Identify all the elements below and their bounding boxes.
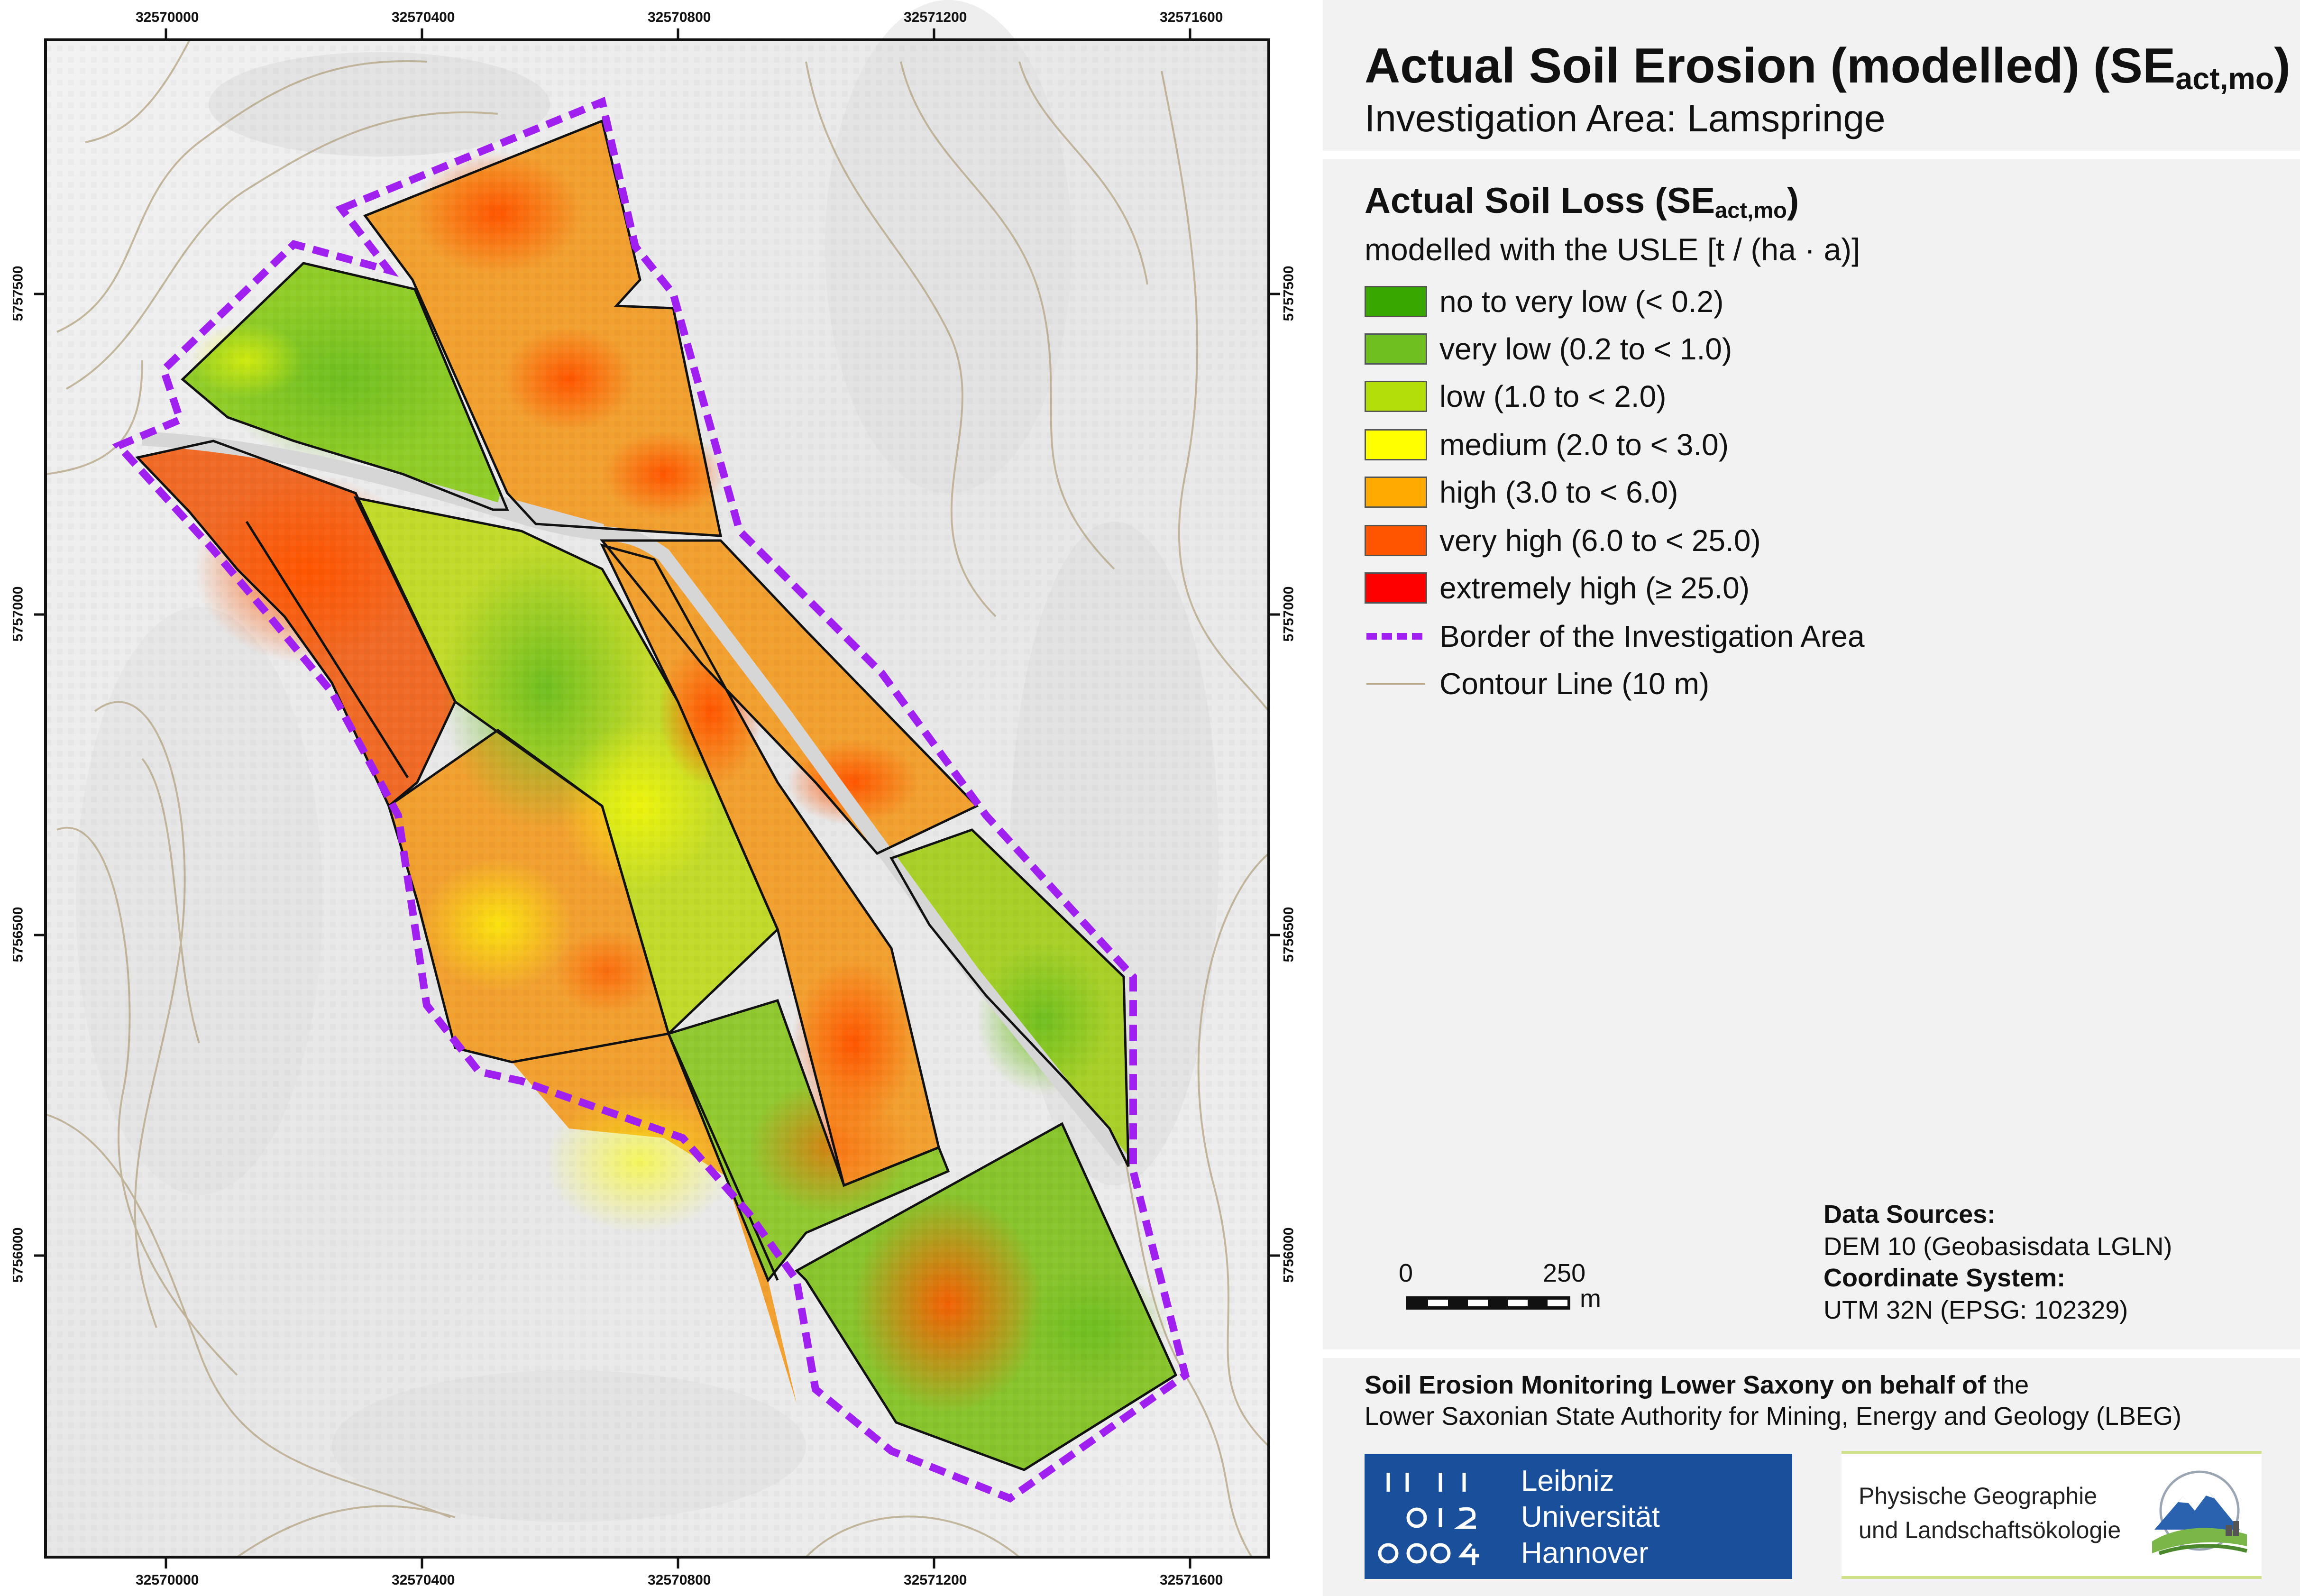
y-tick-right-1: 5757000 xyxy=(1281,586,1297,642)
scale-label-zero: 0 xyxy=(1399,1259,1413,1287)
pg-logo: Physische Geographie und Landschaftsökol… xyxy=(1842,1451,2262,1579)
legend-label: extremely high (≥ 25.0) xyxy=(1439,571,1750,605)
luh-mark-icon xyxy=(1378,1473,1479,1565)
legend-label: very low (0.2 to < 1.0) xyxy=(1439,332,1732,366)
x-tick-top-2: 32570800 xyxy=(648,9,711,25)
pg-name-line-2: und Landschaftsökologie xyxy=(1859,1517,2121,1543)
legend-item-low: low (1.0 to < 2.0) xyxy=(1365,379,1666,413)
x-tick-bottom-4: 32571600 xyxy=(1160,1572,1223,1588)
coordinate-system-title: Coordinate System: xyxy=(1824,1264,2066,1292)
legend-swatch xyxy=(1365,286,1427,317)
legend-item-no-to-very-low: no to very low (< 0.2) xyxy=(1365,284,1723,319)
y-tick-left-1: 5757000 xyxy=(10,586,26,642)
title-panel xyxy=(1323,0,2300,151)
legend-swatch xyxy=(1365,525,1427,556)
credit-line-1: Soil Erosion Monitoring Lower Saxony on … xyxy=(1365,1371,2029,1399)
legend-item-very-low: very low (0.2 to < 1.0) xyxy=(1365,332,1732,366)
legend-item-very-high: very high (6.0 to < 25.0) xyxy=(1365,523,1761,558)
luh-name-line-3: Hannover xyxy=(1521,1537,1649,1569)
y-tick-left-0: 5757500 xyxy=(10,266,26,321)
x-tick-top-1: 32570400 xyxy=(392,9,455,25)
x-tick-bottom-3: 32571200 xyxy=(904,1572,967,1588)
legend-item-extremely-high: extremely high (≥ 25.0) xyxy=(1365,571,1750,605)
x-tick-bottom-1: 32570400 xyxy=(392,1572,455,1588)
map-title: Actual Soil Erosion (modelled) (SEact,mo… xyxy=(1365,38,2291,96)
legend-label: high (3.0 to < 6.0) xyxy=(1439,475,1678,509)
legend-label: Contour Line (10 m) xyxy=(1439,667,1710,701)
legend-item-border: Border of the Investigation Area xyxy=(1365,619,1865,653)
scale-unit: m xyxy=(1580,1284,1601,1313)
luh-logo: Leibniz Universität Hannover xyxy=(1365,1454,1792,1579)
y-tick-left-3: 5756000 xyxy=(10,1227,26,1283)
legend-label: Border of the Investigation Area xyxy=(1439,619,1865,653)
landscape-icon xyxy=(2152,1470,2248,1555)
y-tick-left-2: 5756500 xyxy=(10,907,26,963)
luh-name-line-2: Universität xyxy=(1521,1501,1660,1533)
pg-name-line-1: Physische Geographie xyxy=(1859,1483,2098,1509)
x-tick-top-3: 32571200 xyxy=(904,9,967,25)
map-frame xyxy=(34,0,1280,1568)
frame-ticks xyxy=(34,28,1280,1568)
data-sources-title: Data Sources: xyxy=(1824,1200,1996,1229)
data-sources-value: DEM 10 (Geobasisdata LGLN) xyxy=(1824,1232,2172,1261)
map-subtitle: Investigation Area: Lamspringe xyxy=(1365,97,1886,139)
legend-swatch xyxy=(1365,429,1427,460)
legend-label: medium (2.0 to < 3.0) xyxy=(1439,428,1729,462)
legend-item-medium: medium (2.0 to < 3.0) xyxy=(1365,428,1729,462)
legend-subtitle: modelled with the USLE [t / (ha · a)] xyxy=(1365,232,1860,267)
legend-swatch xyxy=(1365,572,1427,604)
legend-swatch xyxy=(1365,333,1427,365)
x-tick-bottom-2: 32570800 xyxy=(648,1572,711,1588)
scale-label-max: 250 xyxy=(1543,1259,1586,1287)
legend-label: low (1.0 to < 2.0) xyxy=(1439,379,1667,413)
y-tick-right-3: 5756000 xyxy=(1281,1227,1297,1283)
y-tick-right-0: 5757500 xyxy=(1281,266,1297,321)
legend-panel xyxy=(1323,159,2300,1349)
legend-swatch xyxy=(1365,381,1427,412)
x-tick-top-4: 32571600 xyxy=(1160,9,1223,25)
legend-swatch xyxy=(1365,477,1427,508)
luh-name-line-1: Leibniz xyxy=(1521,1465,1614,1497)
investigation-border xyxy=(112,97,1190,1503)
legend-title: Actual Soil Loss (SEact,mo) xyxy=(1365,181,1799,223)
x-tick-bottom-0: 32570000 xyxy=(136,1572,199,1588)
legend-border-symbol xyxy=(1366,633,1425,640)
legend-item-high: high (3.0 to < 6.0) xyxy=(1365,475,1678,509)
coordinate-system-value: UTM 32N (EPSG: 102329) xyxy=(1824,1296,2128,1324)
legend-label: no to very low (< 0.2) xyxy=(1439,284,1724,319)
y-tick-right-2: 5756500 xyxy=(1281,907,1297,963)
legend-item-contour: Contour Line (10 m) xyxy=(1365,667,1709,701)
erosion-raster xyxy=(46,40,1269,1557)
legend-label: very high (6.0 to < 25.0) xyxy=(1439,523,1761,558)
credit-line-2: Lower Saxonian State Authority for Minin… xyxy=(1365,1402,2181,1431)
scale-bar xyxy=(1406,1296,1570,1310)
legend-contour-symbol xyxy=(1366,683,1425,685)
x-tick-top-0: 32570000 xyxy=(136,9,199,25)
